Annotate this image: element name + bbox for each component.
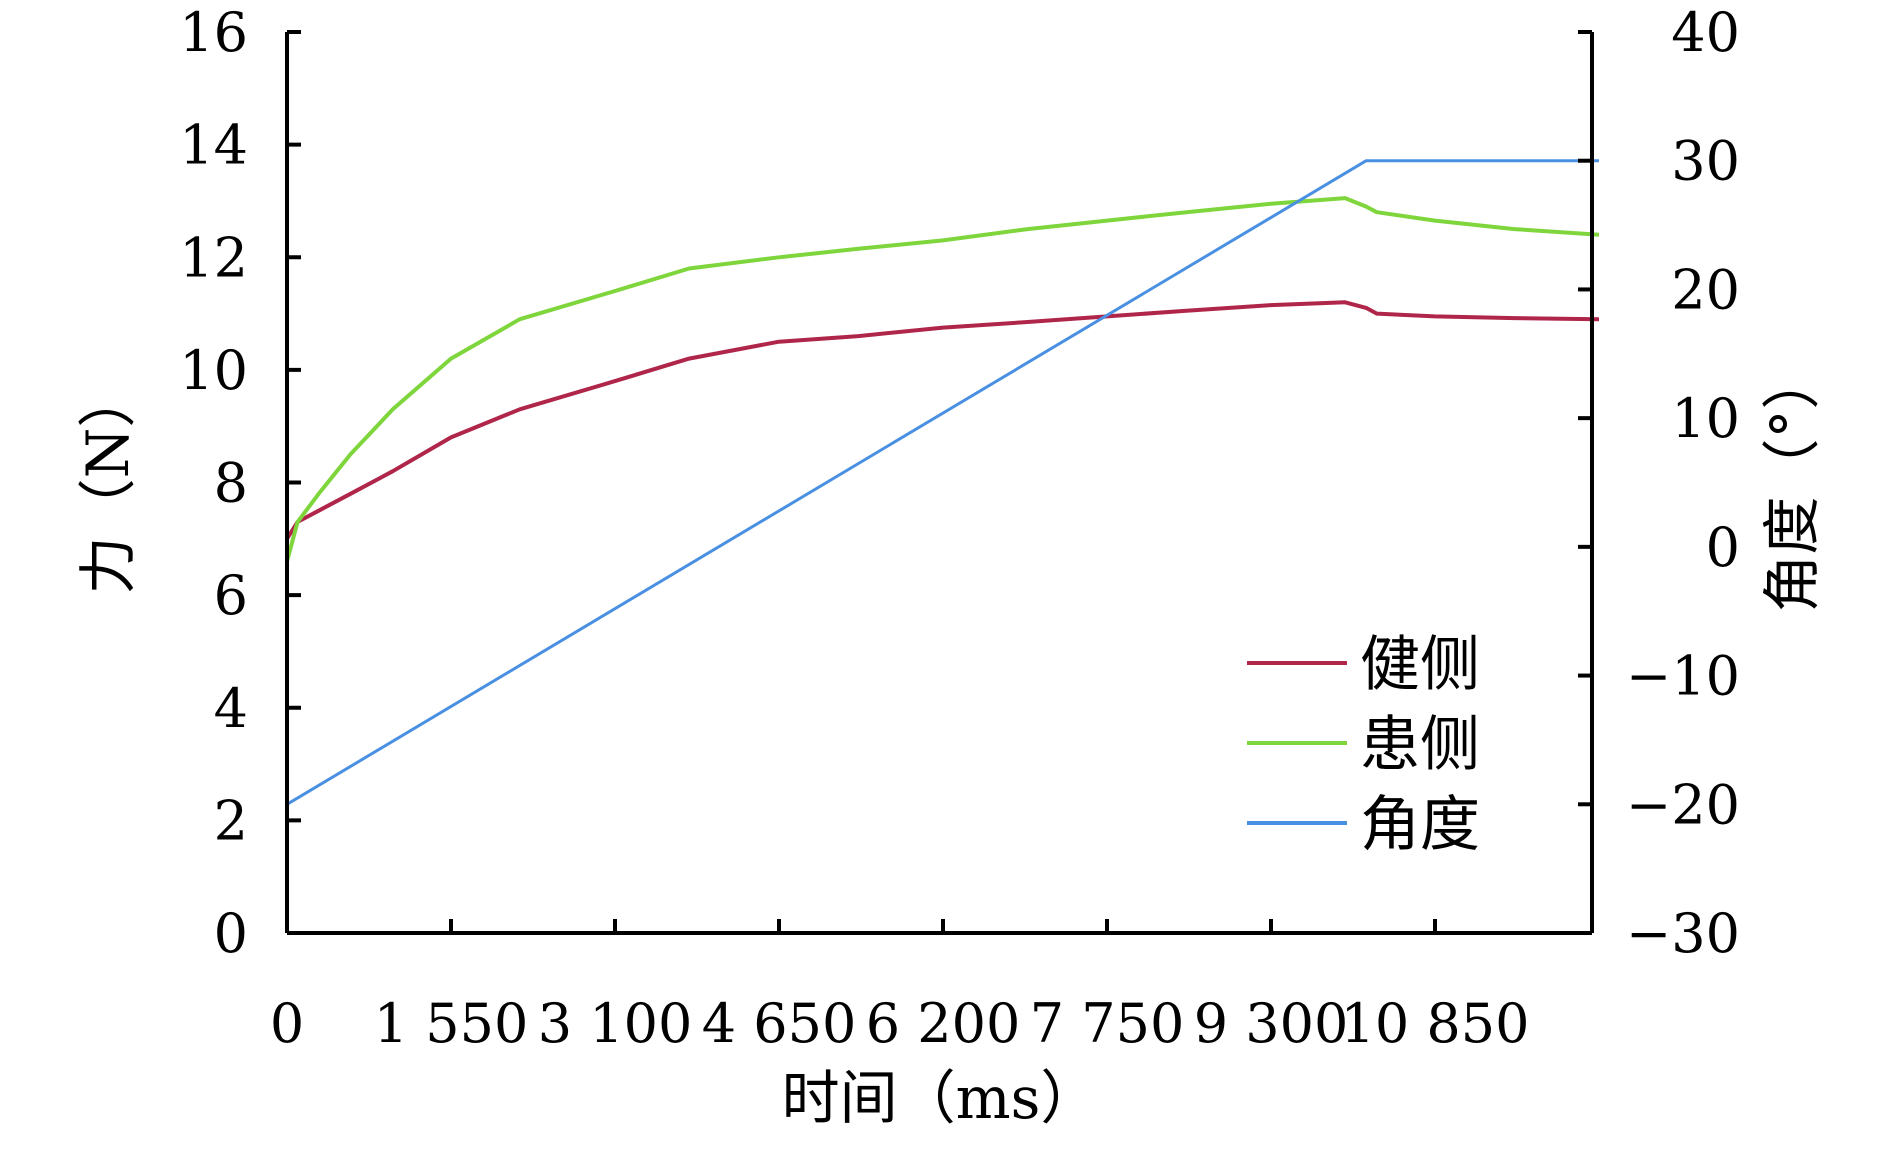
y-left-tick-label: 10	[179, 339, 248, 402]
y-right-tick-label: −10	[1626, 645, 1740, 708]
legend-label-1: 患侧	[1360, 710, 1480, 780]
x-tick-label: 6 200	[866, 992, 1021, 1055]
y-left-tick-label: 6	[214, 564, 248, 627]
series-lines	[285, 159, 1600, 806]
series-line-1	[285, 196, 1600, 562]
x-tick-label: 10 850	[1341, 992, 1530, 1055]
y-left-tick-label: 4	[214, 677, 248, 740]
x-tick-label: 7 750	[1030, 992, 1185, 1055]
x-tick-label: 1 550	[374, 992, 529, 1055]
x-tick-label: 3 100	[538, 992, 693, 1055]
series-line-2	[286, 159, 1599, 806]
y-right-tick-label: 40	[1671, 1, 1740, 64]
left-y-axis-label: 力（N）	[74, 370, 142, 595]
y-left-tick-label: 12	[179, 226, 248, 289]
series-line-0	[285, 300, 1600, 540]
y-right-tick-label: 10	[1671, 387, 1740, 450]
y-right-tick-label: 30	[1671, 130, 1740, 193]
y-right-tick-label: 20	[1671, 258, 1740, 321]
right-y-axis-label: 角度（°）	[1758, 351, 1826, 612]
legend-label-0: 健侧	[1360, 630, 1480, 700]
x-tick-label: 0	[270, 992, 304, 1055]
y-left-tick-label: 16	[179, 1, 248, 64]
y-left-tick-label: 2	[214, 789, 248, 852]
ticks	[287, 30, 1592, 935]
x-axis-label: 时间（ms）	[782, 1064, 1099, 1132]
y-right-tick-label: −30	[1626, 902, 1740, 965]
y-left-tick-label: 0	[214, 902, 248, 965]
y-right-tick-label: −20	[1626, 773, 1740, 836]
y-right-tick-label: 0	[1706, 516, 1740, 579]
y-left-tick-label: 8	[214, 452, 248, 515]
legend-label-2: 角度	[1360, 790, 1480, 860]
y-left-tick-label: 14	[179, 114, 248, 177]
x-tick-label: 9 300	[1194, 992, 1349, 1055]
x-tick-label: 4 650	[702, 992, 857, 1055]
